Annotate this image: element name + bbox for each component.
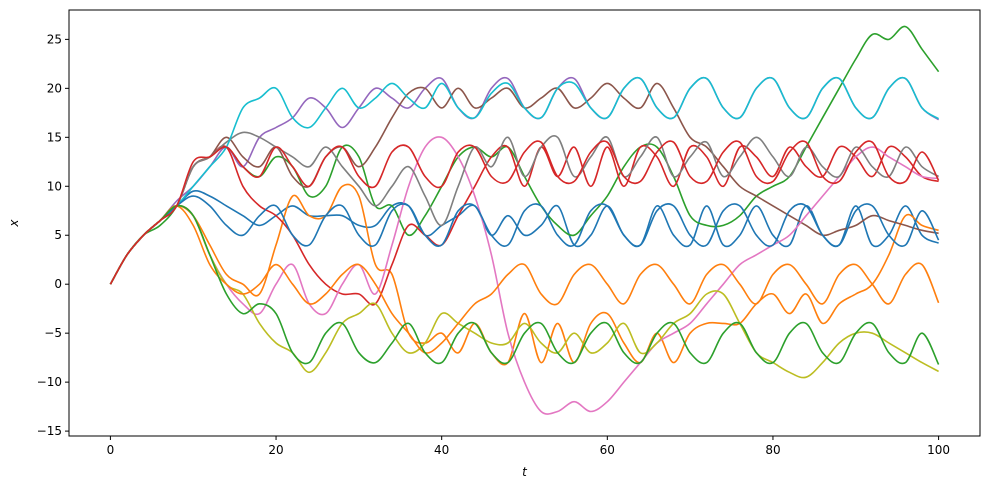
x-tick-label: 40 <box>434 443 449 457</box>
y-tick-label: −15 <box>37 424 62 438</box>
series-line-9 <box>109 204 939 379</box>
y-tick-label: 0 <box>54 277 62 291</box>
series-line-7 <box>109 136 939 415</box>
series-line-13 <box>109 204 940 365</box>
x-tick-label: 60 <box>600 443 615 457</box>
y-tick-label: 25 <box>47 32 62 46</box>
plot-frame <box>68 9 981 437</box>
x-tick-label: 0 <box>107 443 115 457</box>
series-line-14 <box>109 140 940 285</box>
y-tick-label: 15 <box>47 130 62 144</box>
series-line-4 <box>109 144 939 306</box>
series-line-10 <box>109 77 940 285</box>
series-line-1 <box>109 190 939 285</box>
y-tick-label: 5 <box>54 228 62 242</box>
x-tick-label: 100 <box>927 443 950 457</box>
series-line-12 <box>109 205 940 354</box>
y-tick-label: −10 <box>37 375 62 389</box>
series-layer <box>109 25 940 415</box>
x-tick-label: 20 <box>268 443 283 457</box>
x-axis-label: t <box>522 465 528 479</box>
series-line-8 <box>109 131 939 285</box>
axes-layer: 0 20 40 60 80 100 −15 −10 −5 0 5 10 15 20 25 <box>37 32 950 457</box>
y-axis-label: x <box>7 219 21 228</box>
y-tick-label: −5 <box>44 326 62 340</box>
x-tick-label: 80 <box>765 443 780 457</box>
series-line-2 <box>109 183 939 366</box>
series-line-11 <box>109 195 940 285</box>
y-tick-label: 20 <box>47 81 62 95</box>
plot-background <box>69 10 980 436</box>
y-tick-label: 10 <box>47 179 62 193</box>
